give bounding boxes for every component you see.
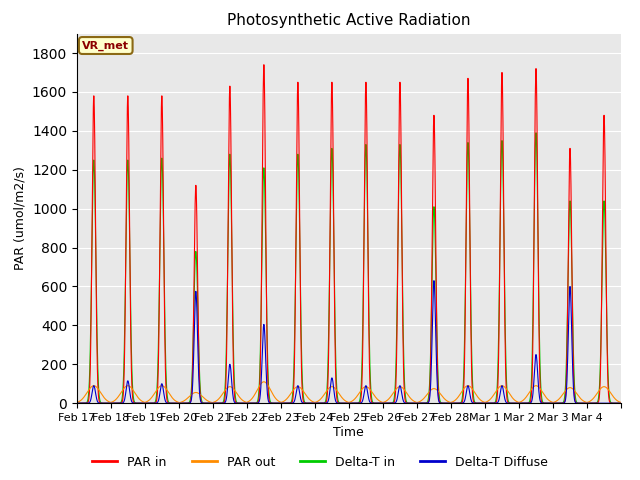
PAR out [245,398,253,404]
PAR in [513,400,521,406]
Delta-T Diffuse [610,400,618,406]
Delta-T Diffuse [430,278,438,284]
Line: Delta-T Diffuse: Delta-T Diffuse [77,281,621,403]
Delta-T in [127,335,135,341]
PAR out [544,396,552,402]
Delta-T in [532,130,540,136]
Delta-T in [617,400,625,406]
PAR out [617,399,625,405]
PAR in [610,400,618,406]
Delta-T in [610,400,618,406]
PAR out [260,379,268,384]
PAR out [127,385,135,391]
Delta-T in [73,400,81,406]
PAR in [245,400,253,406]
Delta-T Diffuse [583,400,591,406]
Legend: PAR in, PAR out, Delta-T in, Delta-T Diffuse: PAR in, PAR out, Delta-T in, Delta-T Dif… [87,451,553,474]
Delta-T in [544,400,552,406]
PAR out [513,399,521,405]
PAR out [382,398,390,404]
Text: VR_met: VR_met [82,40,129,51]
Delta-T Diffuse [73,400,81,406]
Delta-T in [513,400,520,406]
Delta-T in [175,400,182,406]
Delta-T Diffuse [127,397,135,403]
Line: PAR in: PAR in [77,65,621,403]
PAR out [610,394,618,400]
Delta-T Diffuse [543,400,551,406]
PAR in [260,62,268,68]
PAR in [617,400,625,406]
Title: Photosynthetic Active Radiation: Photosynthetic Active Radiation [227,13,470,28]
Delta-T Diffuse [617,400,625,406]
PAR in [73,400,81,406]
Delta-T Diffuse [381,400,389,406]
PAR in [175,400,182,406]
Delta-T in [245,400,253,406]
Delta-T in [381,400,389,406]
PAR in [382,400,390,406]
X-axis label: Time: Time [333,426,364,439]
Delta-T Diffuse [513,400,520,406]
Y-axis label: PAR (umol/m2/s): PAR (umol/m2/s) [13,167,26,270]
PAR in [127,354,135,360]
Line: Delta-T in: Delta-T in [77,133,621,403]
PAR out [73,399,81,405]
Delta-T Diffuse [244,400,252,406]
PAR in [544,400,552,406]
Line: PAR out: PAR out [77,382,621,403]
PAR out [175,400,182,406]
